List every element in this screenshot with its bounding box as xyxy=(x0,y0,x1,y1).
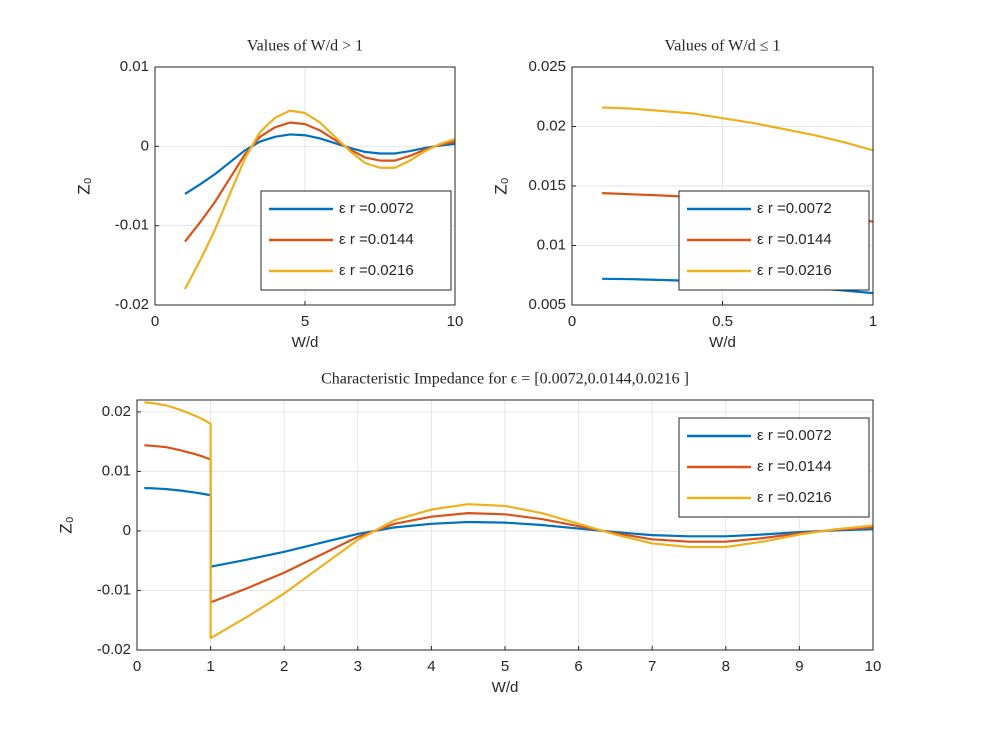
y-tick-label: 0 xyxy=(141,137,149,154)
y-tick-label: 0.01 xyxy=(102,462,131,479)
x-tick-label: 0 xyxy=(568,313,576,330)
y-tick-label: 0 xyxy=(123,522,131,539)
y-tick-label: -0.02 xyxy=(115,296,149,313)
series-line xyxy=(184,109,456,290)
y-tick-label: 0.02 xyxy=(537,117,566,134)
axes-frame xyxy=(571,66,874,306)
legend-label: ε r =0.0216 xyxy=(757,489,832,506)
x-tick-label: 5 xyxy=(501,658,509,675)
x-tick-label: 6 xyxy=(574,658,582,675)
x-tick-label: 2 xyxy=(280,658,288,675)
y-tick-label: 0.01 xyxy=(120,58,149,75)
chart-title: Characteristic Impedance for ϵ = [0.0072… xyxy=(321,371,689,388)
x-tick-label: 10 xyxy=(865,658,882,675)
legend-label: ε r =0.0072 xyxy=(339,200,414,217)
chart-title: Values of W/d > 1 xyxy=(247,38,363,55)
axes-frame xyxy=(136,399,874,651)
legend-label: ε r =0.0144 xyxy=(757,231,832,248)
x-tick-label: 8 xyxy=(722,658,730,675)
y-axis-label: Z₀ xyxy=(74,177,93,194)
y-tick-label: -0.01 xyxy=(115,217,149,234)
series-line xyxy=(602,106,874,152)
y-tick-label: 0.015 xyxy=(528,177,566,194)
x-tick-label: 7 xyxy=(648,658,656,675)
x-tick-label: 1 xyxy=(869,313,877,330)
x-axis-label: W/d xyxy=(292,334,319,351)
legend-label: ε r =0.0144 xyxy=(757,458,832,475)
x-tick-label: 3 xyxy=(354,658,362,675)
x-tick-label: 1 xyxy=(206,658,214,675)
legend-label: ε r =0.0144 xyxy=(339,231,414,248)
x-tick-label: 4 xyxy=(427,658,435,675)
series-line xyxy=(144,487,874,568)
series-line xyxy=(184,133,456,195)
x-axis-label: W/d xyxy=(709,334,736,351)
x-tick-label: 5 xyxy=(301,313,309,330)
x-tick-label: 10 xyxy=(447,313,464,330)
series-line xyxy=(184,121,456,243)
chart-title: Values of W/d ≤ 1 xyxy=(664,38,780,55)
series-line xyxy=(144,444,874,604)
y-tick-label: 0.005 xyxy=(528,296,566,313)
x-tick-label: 0 xyxy=(151,313,159,330)
axes-frame xyxy=(154,66,456,306)
legend-label: ε r =0.0072 xyxy=(757,427,832,444)
y-tick-label: 0.01 xyxy=(537,236,566,253)
x-axis-label: W/d xyxy=(492,679,519,696)
x-tick-label: 0.5 xyxy=(712,313,733,330)
y-tick-label: -0.01 xyxy=(97,581,131,598)
y-tick-label: 0.025 xyxy=(528,58,566,75)
y-axis-label: Z₀ xyxy=(56,516,75,533)
x-tick-label: 0 xyxy=(133,658,141,675)
series-line xyxy=(144,401,874,640)
x-tick-label: 9 xyxy=(795,658,803,675)
y-axis-label: Z₀ xyxy=(491,177,510,194)
y-tick-label: 0.02 xyxy=(102,403,131,420)
legend-label: ε r =0.0216 xyxy=(757,262,832,279)
legend-label: ε r =0.0072 xyxy=(757,200,832,217)
legend-label: ε r =0.0216 xyxy=(339,262,414,279)
y-tick-label: -0.02 xyxy=(97,641,131,658)
